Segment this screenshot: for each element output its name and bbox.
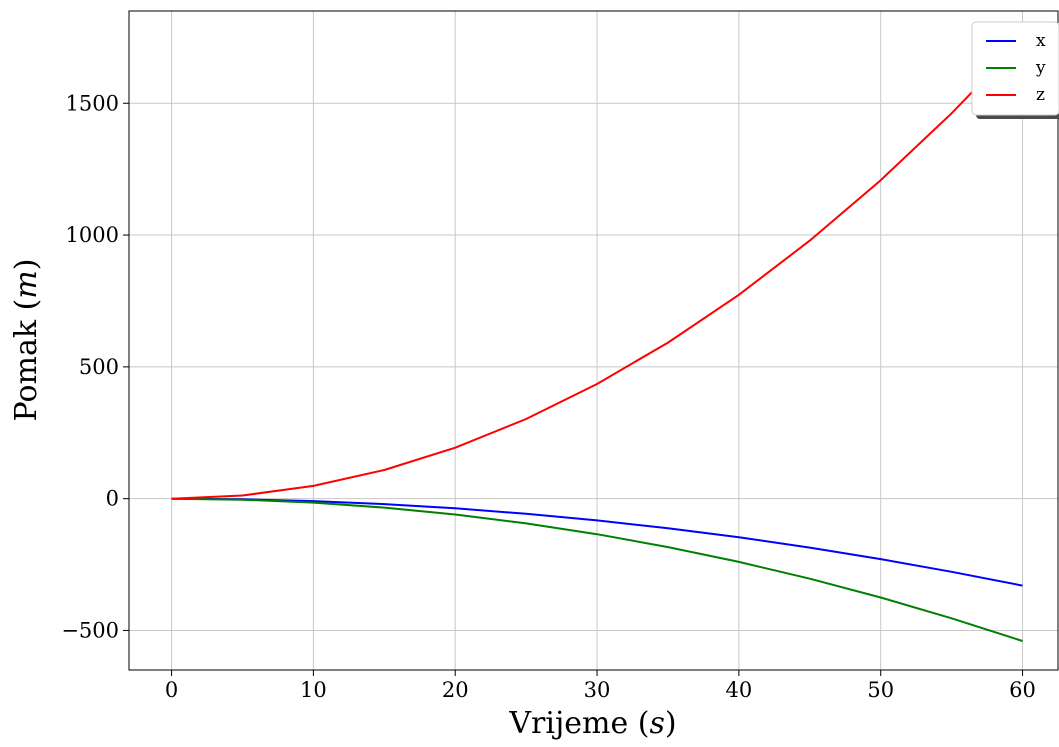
y-tick-label: 1000: [66, 223, 119, 247]
y-axis-title: Pomak (m): [9, 259, 44, 422]
plot-area-frame: [128, 10, 1059, 671]
x-axis-title: Vrijeme (s): [508, 706, 676, 741]
y-tick-label: 1500: [66, 91, 119, 115]
x-tick-label: 60: [1009, 678, 1036, 702]
legend: xyz: [971, 21, 1059, 119]
legend-label-z: z: [1036, 85, 1045, 105]
legend-label-y: y: [1035, 58, 1046, 78]
x-tick-label: 20: [442, 678, 469, 702]
x-tick-label: 0: [165, 678, 178, 702]
x-tick-label: 40: [726, 678, 753, 702]
grid: [129, 11, 1058, 670]
y-tick-label: 500: [79, 355, 119, 379]
axis-ticks: 0 10 20 30 40 50 60 −500 0 500 1000 1500: [61, 91, 1036, 702]
series-lines: [171, 39, 1024, 642]
x-tick-label: 30: [584, 678, 611, 702]
y-tick-label: −500: [61, 618, 119, 642]
series-line-y: [171, 497, 1023, 642]
series-line-x: [171, 497, 1023, 587]
y-tick-label: 0: [106, 487, 119, 511]
series-line-z: [171, 39, 1024, 500]
legend-label-x: x: [1036, 31, 1046, 51]
x-tick-label: 10: [300, 678, 327, 702]
legend-entries: xyz: [986, 31, 1046, 105]
x-tick-label: 50: [867, 678, 894, 702]
